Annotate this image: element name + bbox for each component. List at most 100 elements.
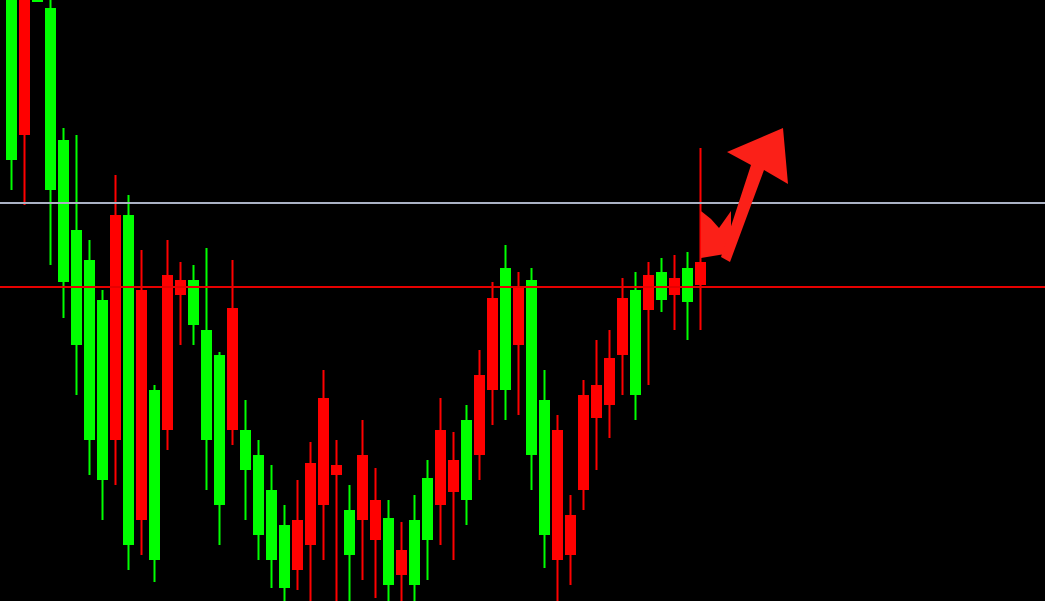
candle[interactable] [110, 258, 121, 485]
candle[interactable] [409, 495, 420, 601]
candle[interactable] [240, 400, 251, 520]
support-line [0, 286, 1045, 288]
candle[interactable] [552, 415, 563, 601]
candle[interactable] [383, 500, 394, 601]
candle[interactable] [500, 245, 511, 420]
candle[interactable] [513, 272, 524, 415]
candle-body [565, 515, 576, 555]
candle-body [487, 298, 498, 390]
candle[interactable] [253, 440, 264, 560]
candle-body [643, 275, 654, 310]
candle[interactable] [162, 240, 173, 450]
candle[interactable] [149, 392, 160, 582]
candle[interactable] [578, 380, 589, 510]
small-down-arrow-icon[interactable] [701, 211, 731, 258]
candle-wick [699, 148, 702, 330]
candle-body [266, 490, 277, 560]
candle-body [162, 275, 173, 430]
candle-wick [647, 262, 650, 385]
candle[interactable] [188, 265, 199, 345]
candle[interactable] [6, 0, 17, 190]
candle[interactable] [227, 260, 238, 445]
candle[interactable] [266, 465, 277, 588]
candle-body [32, 0, 43, 2]
candle[interactable] [58, 128, 69, 318]
candle-body [409, 520, 420, 585]
candle-body [279, 525, 290, 588]
candle-body [682, 268, 693, 302]
candle-body [201, 330, 212, 440]
candle[interactable] [643, 262, 654, 385]
candle[interactable] [526, 268, 537, 490]
candle[interactable] [344, 485, 355, 601]
candle[interactable] [19, 0, 30, 205]
candle-body [604, 358, 615, 405]
reference-lines-layer [0, 202, 1045, 288]
candle-body [500, 268, 511, 390]
resistance-line [0, 202, 1045, 204]
candle-body [435, 430, 446, 505]
candle[interactable] [565, 495, 576, 585]
candle[interactable] [539, 370, 550, 568]
candle-body [578, 395, 589, 490]
candle[interactable] [448, 432, 459, 560]
candle[interactable] [318, 370, 329, 560]
candle[interactable] [591, 340, 602, 470]
candle-body [84, 260, 95, 440]
candle-body [474, 375, 485, 455]
candle[interactable] [396, 522, 407, 601]
candle[interactable] [630, 272, 641, 420]
candle[interactable] [201, 248, 212, 490]
candle-body [58, 140, 69, 282]
candle-wick [452, 432, 455, 560]
candle-body [552, 430, 563, 560]
candle[interactable] [474, 350, 485, 480]
candle[interactable] [357, 420, 368, 580]
candle[interactable] [487, 282, 498, 425]
candle[interactable] [370, 468, 381, 598]
candle[interactable] [331, 440, 342, 601]
candle-body [214, 355, 225, 505]
candle[interactable] [123, 298, 134, 570]
candle-body [396, 550, 407, 575]
candle-body [370, 500, 381, 540]
candle[interactable] [695, 148, 706, 330]
candle[interactable] [84, 240, 95, 475]
candle[interactable] [682, 252, 693, 340]
candle[interactable] [305, 442, 316, 601]
candle-body [305, 463, 316, 545]
candle-body [188, 280, 199, 325]
candle-body [318, 398, 329, 505]
large-up-arrow-icon[interactable] [721, 128, 788, 262]
candle-body [513, 288, 524, 345]
candle-body [526, 280, 537, 455]
candle[interactable] [422, 460, 433, 580]
candle[interactable] [292, 480, 303, 590]
candle-body [136, 290, 147, 520]
candle[interactable] [32, 0, 43, 2]
candle-body [240, 430, 251, 470]
candle[interactable] [97, 290, 108, 520]
candle-body [539, 400, 550, 535]
candle[interactable] [279, 505, 290, 601]
candle[interactable] [136, 250, 147, 555]
candles-layer[interactable] [6, 0, 706, 601]
annotation-layer[interactable] [701, 128, 788, 262]
candle[interactable] [604, 330, 615, 438]
candle-body [19, 0, 30, 135]
candle[interactable] [45, 0, 56, 265]
candle-body [45, 8, 56, 190]
candle-body [461, 420, 472, 500]
candle[interactable] [617, 278, 628, 395]
candle-body [331, 465, 342, 475]
candle[interactable] [435, 398, 446, 545]
candle-body [591, 385, 602, 418]
candle-body [110, 300, 121, 440]
candle-body [292, 520, 303, 570]
candle[interactable] [214, 352, 225, 545]
candle-wick [335, 440, 338, 601]
candle[interactable] [461, 405, 472, 525]
candle-body [227, 308, 238, 430]
